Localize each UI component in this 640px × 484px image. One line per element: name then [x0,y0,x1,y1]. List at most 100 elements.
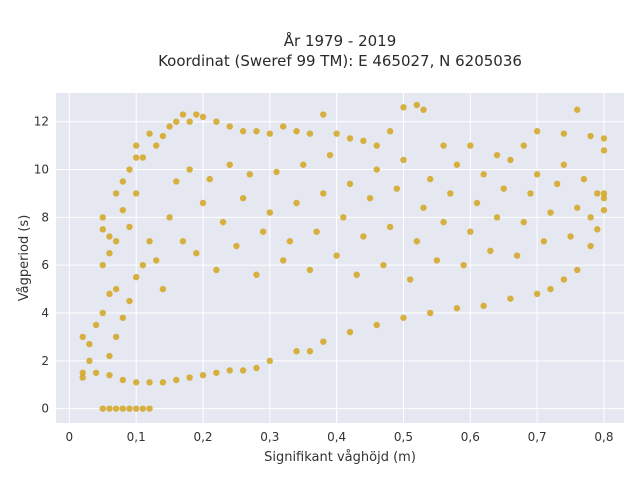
scatter-point [553,180,561,188]
scatter-point [106,405,113,412]
scatter-point [106,250,113,257]
scatter-point [266,130,274,137]
scatter-point [186,374,193,381]
scatter-point [540,238,548,245]
scatter-point [112,333,120,341]
scatter-point [173,118,180,125]
scatter-point [386,128,394,135]
scatter-point [99,405,106,412]
scatter-point [493,214,501,221]
x-tick-label: 0,1 [127,430,146,444]
scatter-point [600,190,608,197]
scatter-point [86,340,93,348]
scatter-point [393,185,400,192]
scatter-point [594,190,601,197]
scatter-point [346,328,354,336]
scatter-point [119,206,127,214]
scatter-point [507,156,514,164]
scatter-point [119,405,127,412]
scatter-point [146,130,153,137]
scatter-point [226,367,233,374]
scatter-point [447,190,454,197]
scatter-point [386,223,394,231]
scatter-point [199,113,207,121]
scatter-point [547,285,554,293]
x-tick-label: 0,8 [594,430,613,444]
scatter-point [239,128,247,135]
scatter-point [226,161,233,168]
x-axis-ticks: 0 0,1 0,2 0,3 0,4 0,5 0,6 0,7 0,8 [66,430,614,444]
scatter-point [112,285,120,293]
scatter-points [79,101,608,412]
scatter-point [79,374,86,381]
scatter-point [99,309,106,317]
scatter-point [560,130,568,137]
scatter-point [199,199,207,207]
scatter-point [293,348,300,355]
scatter-point [92,369,100,376]
scatter-point [119,376,127,384]
scatter-point [112,238,120,245]
scatter-point [366,195,374,202]
scatter-point [126,405,133,412]
scatter-point [326,151,334,159]
scatter-point [139,405,147,412]
scatter-point [600,206,608,214]
scatter-point [413,238,421,245]
scatter-point [413,101,421,109]
scatter-point [132,405,140,412]
scatter-point [146,238,153,245]
scatter-point [79,369,86,376]
scatter-point [186,118,193,125]
scatter-point [153,257,160,264]
scatter-point [253,364,260,372]
scatter-point [346,180,354,188]
scatter-point [226,123,233,130]
scatter-point [139,261,147,269]
scatter-point [346,135,354,142]
scatter-point [79,333,86,341]
scatter-point [600,195,608,202]
scatter-point [560,161,568,168]
x-axis-title: Signifikant våghöjd (m) [264,450,416,465]
scatter-point [119,314,127,321]
scatter-point [527,190,534,197]
scatter-point [206,175,213,183]
scatter-point [460,261,467,269]
scatter-point [186,166,193,173]
scatter-point [159,379,167,386]
scatter-point [280,123,287,130]
scatter-point [313,228,320,235]
x-tick-label: 0,6 [461,430,480,444]
scatter-point [467,228,474,235]
scatter-point [500,185,507,192]
scatter-point [266,357,274,365]
scatter-point [594,226,601,233]
scatter-point [219,218,227,226]
scatter-point [112,405,120,412]
scatter-point [580,175,588,183]
scatter-point [487,247,494,255]
scatter-point [340,214,347,221]
scatter-point [360,137,367,145]
scatter-point [567,233,574,240]
scatter-point [273,168,280,176]
scatter-point [132,154,140,161]
scatter-point [480,171,487,178]
scatter-point [306,266,314,274]
scatter-point [300,161,307,168]
scatter-point [132,379,140,386]
y-tick-label: 12 [34,115,49,129]
scatter-point [293,199,300,207]
scatter-point [239,195,247,202]
scatter-point [106,233,113,240]
scatter-point [493,151,501,159]
x-tick-label: 0,2 [193,430,212,444]
scatter-point [233,242,240,250]
scatter-point [153,142,160,149]
scatter-point [333,130,340,137]
scatter-point [259,228,267,235]
scatter-point [587,132,594,140]
scatter-point [213,118,220,125]
scatter-point [400,104,407,111]
